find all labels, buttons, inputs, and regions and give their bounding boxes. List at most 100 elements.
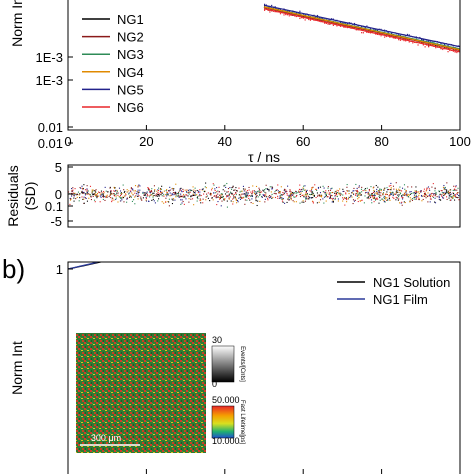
- legend-label: NG6: [117, 100, 144, 115]
- residual-point: [433, 194, 435, 196]
- residual-point: [242, 188, 245, 190]
- residual-point: [137, 193, 139, 195]
- residual-point: [181, 195, 183, 197]
- panel-b-decay-point: [262, 212, 263, 213]
- panel-b-decay-point: [257, 212, 258, 213]
- residual-point: [404, 201, 406, 204]
- panel-a-decay-point: [398, 34, 400, 36]
- panel-a-decay-point: [315, 16, 317, 18]
- residual-point: [149, 196, 151, 198]
- residual-point: [381, 198, 383, 200]
- residual-point: [303, 196, 305, 198]
- residual-point: [417, 191, 420, 193]
- residual-point: [409, 197, 411, 199]
- residual-point: [343, 190, 345, 193]
- residual-point: [227, 194, 229, 196]
- residual-point: [424, 192, 426, 194]
- residual-point: [457, 187, 459, 189]
- residual-point: [392, 194, 394, 197]
- panel-a-decay-point: [316, 14, 319, 17]
- residual-point: [402, 194, 404, 196]
- panel-b-decay-point: [337, 185, 338, 186]
- residual-point: [106, 196, 108, 198]
- panel-a-decay-point: [389, 36, 391, 38]
- panel-b-decay-point: [321, 184, 322, 185]
- residual-point: [123, 201, 125, 203]
- residual-point: [199, 193, 201, 195]
- residual-point: [305, 191, 307, 193]
- residual-point: [301, 201, 303, 203]
- residual-point: [82, 188, 84, 190]
- panel-b-decay-point: [434, 140, 435, 141]
- residual-point: [71, 192, 73, 195]
- panel-a-decay-point: [420, 39, 423, 41]
- residual-point: [434, 201, 436, 203]
- panel-b-decay-point: [430, 140, 431, 141]
- residual-point: [399, 192, 402, 194]
- residual-point: [447, 192, 449, 194]
- residual-point: [346, 199, 348, 201]
- panel-a-y-tick-label: 1E-3: [36, 50, 63, 65]
- residual-point: [338, 193, 340, 195]
- panel-b-decay-point: [253, 218, 254, 219]
- panel-b-decay-point: [238, 216, 239, 217]
- residual-point: [392, 191, 394, 193]
- panel-b-decay-point: [343, 174, 344, 175]
- residual-point: [395, 192, 397, 194]
- panel-b-decay-point: [365, 167, 366, 168]
- panel-b-decay-point: [412, 140, 413, 141]
- panel-a-x-ticks: 0 20 40 60 80 100: [64, 125, 471, 149]
- residual-point: [205, 187, 207, 189]
- residual-point: [106, 194, 108, 196]
- residual-point: [144, 192, 146, 194]
- residual-point: [152, 192, 154, 194]
- residual-point: [148, 187, 150, 189]
- residual-point: [153, 185, 155, 187]
- residual-point: [373, 197, 375, 199]
- panel-a-decay-point: [408, 41, 410, 43]
- residual-point: [299, 202, 301, 204]
- residual-point: [425, 190, 427, 192]
- panel-b-decay-point: [463, 114, 464, 115]
- residual-point: [389, 194, 391, 196]
- residual-point: [104, 186, 106, 188]
- panel-b-decay-point: [248, 221, 249, 222]
- residual-point: [455, 195, 457, 197]
- residual-point: [415, 193, 417, 195]
- panel-a-decay-point: [304, 19, 306, 21]
- residual-point: [204, 186, 206, 188]
- residual-point: [439, 199, 441, 201]
- residual-point: [192, 194, 195, 197]
- panel-b-decay-point: [457, 123, 458, 124]
- residual-point: [276, 189, 278, 191]
- residual-point: [438, 198, 440, 200]
- residual-point: [168, 205, 170, 207]
- residual-point: [270, 191, 272, 193]
- residual-point: [83, 202, 85, 204]
- residual-point: [153, 192, 155, 194]
- residual-point: [118, 187, 121, 189]
- residual-point: [342, 194, 344, 196]
- residual-point: [345, 193, 347, 195]
- residual-point: [293, 192, 296, 194]
- residual-point: [134, 196, 136, 198]
- residual-point: [180, 190, 182, 192]
- residual-point: [392, 196, 394, 198]
- residual-point: [211, 197, 213, 199]
- residual-point: [353, 190, 355, 192]
- panel-b-decay-point: [343, 174, 344, 175]
- residual-point: [190, 196, 192, 198]
- residual-point: [395, 182, 397, 184]
- residual-point: [340, 194, 342, 196]
- residual-point: [196, 197, 198, 199]
- residual-point: [360, 188, 363, 190]
- residual-point: [246, 196, 248, 198]
- panel-b-decay-point: [283, 204, 284, 205]
- residual-point: [426, 188, 428, 190]
- residual-point: [233, 195, 235, 197]
- residual-point: [446, 182, 448, 184]
- residual-point: [380, 190, 382, 192]
- residual-point: [383, 201, 385, 203]
- residual-point: [290, 196, 292, 198]
- residual-point: [335, 191, 337, 193]
